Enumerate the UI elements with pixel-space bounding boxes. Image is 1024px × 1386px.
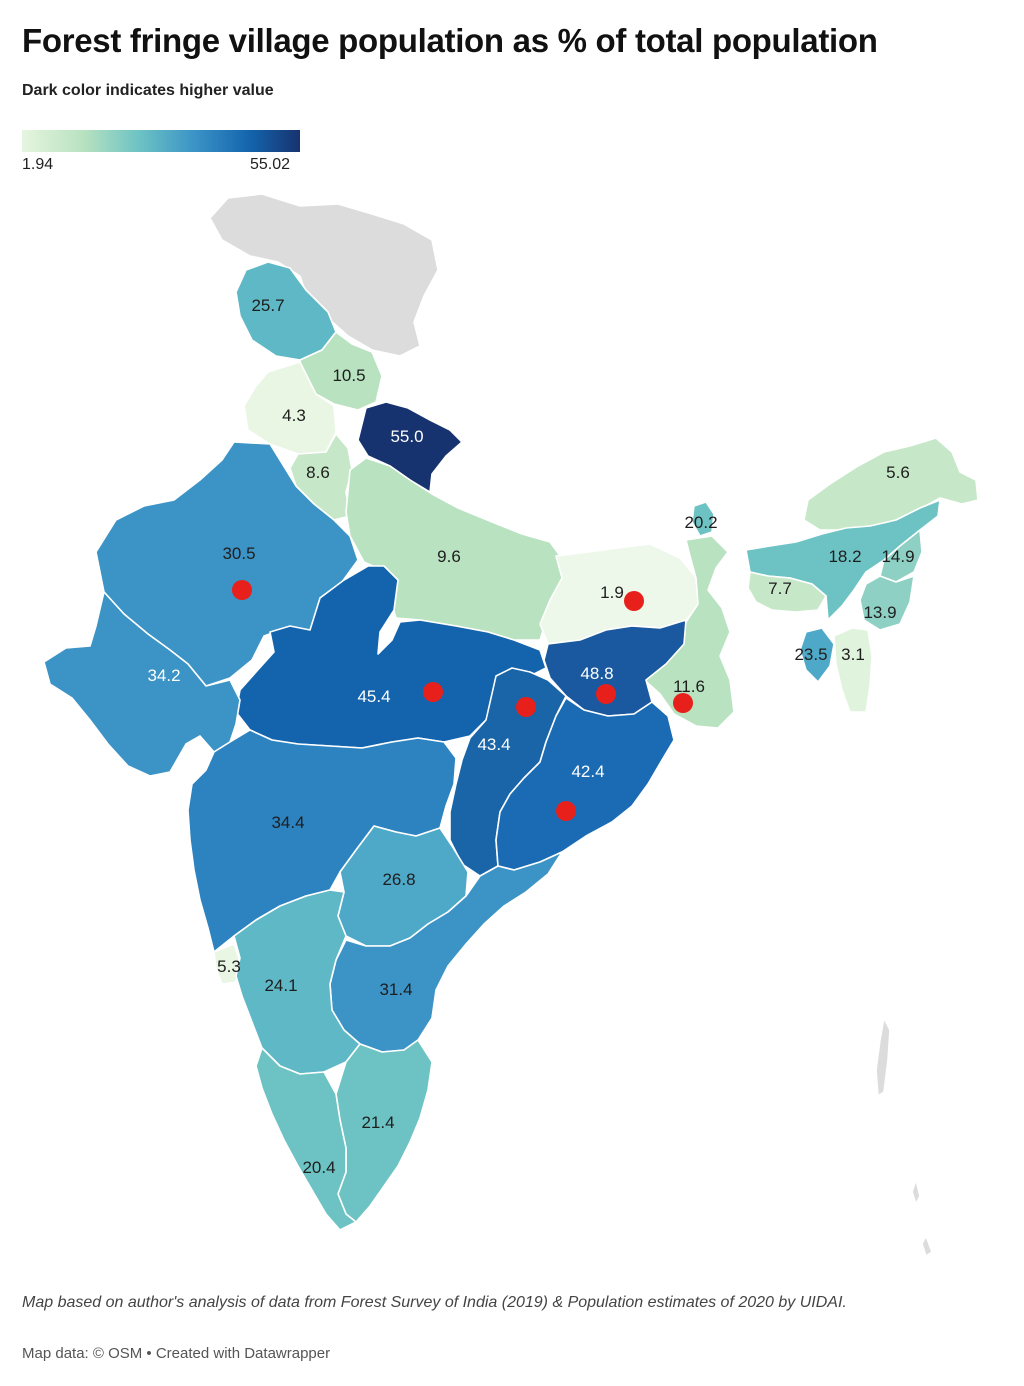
label-manipur: 13.9 xyxy=(863,603,896,622)
marker-dot xyxy=(624,591,644,611)
region-arunachal-pradesh[interactable] xyxy=(803,437,979,531)
label-goa: 5.3 xyxy=(217,957,241,976)
label-tamil-nadu: 21.4 xyxy=(361,1113,394,1132)
map-title: Forest fringe village population as % of… xyxy=(22,22,878,59)
label-gujarat: 34.2 xyxy=(147,666,180,685)
region-kerala[interactable] xyxy=(255,1047,357,1231)
label-rajasthan: 30.5 xyxy=(222,544,255,563)
label-chhattisgarh: 43.4 xyxy=(477,735,510,754)
label-andhra-pradesh: 31.4 xyxy=(379,980,412,999)
region-odisha[interactable] xyxy=(495,697,675,871)
label-arunachal-pradesh: 5.6 xyxy=(886,463,910,482)
label-karnataka: 24.1 xyxy=(264,976,297,995)
marker-dot xyxy=(596,684,616,704)
region-nicobar xyxy=(911,1179,933,1257)
region-karnataka[interactable] xyxy=(233,889,361,1075)
legend-max-value: 55.02 xyxy=(250,156,291,173)
label-odisha: 42.4 xyxy=(571,762,604,781)
marker-dot xyxy=(556,801,576,821)
legend-min-value: 1.94 xyxy=(22,156,54,173)
region-manipur[interactable] xyxy=(859,575,915,631)
label-himachal-pradesh: 10.5 xyxy=(332,366,365,385)
marker-dot xyxy=(673,693,693,713)
region-no-data-north xyxy=(209,193,439,357)
legend-description: Dark color indicates higher value xyxy=(22,82,274,99)
label-west-bengal: 11.6 xyxy=(673,677,705,696)
label-uttar-pradesh: 9.6 xyxy=(437,547,461,566)
label-kerala: 20.4 xyxy=(302,1158,335,1177)
label-uttarakhand: 55.0 xyxy=(390,427,423,446)
label-tripura: 23.5 xyxy=(794,645,827,664)
label-jharkhand: 48.8 xyxy=(580,664,613,683)
region-uttarakhand[interactable] xyxy=(357,401,463,493)
label-telangana: 26.8 xyxy=(382,870,415,889)
region-rajasthan[interactable] xyxy=(95,441,359,687)
label-meghalaya: 7.7 xyxy=(768,579,792,598)
region-mizoram[interactable] xyxy=(833,627,873,713)
label-sikkim: 20.2 xyxy=(684,513,717,532)
label-nagaland: 14.9 xyxy=(881,547,914,566)
region-west-bengal[interactable] xyxy=(639,535,735,729)
region-gujarat[interactable] xyxy=(43,591,241,777)
region-sikkim[interactable] xyxy=(691,501,715,537)
map-credit: Map data: © OSM • Created with Datawrapp… xyxy=(22,1345,331,1362)
label-mizoram: 3.1 xyxy=(841,645,865,664)
label-assam: 18.2 xyxy=(828,547,861,566)
label-haryana: 8.6 xyxy=(306,463,330,482)
region-jharkhand[interactable] xyxy=(543,619,687,717)
marker-dot xyxy=(423,682,443,702)
label-jammu-kashmir: 25.7 xyxy=(251,296,284,315)
region-andaman xyxy=(875,1017,891,1097)
source-note: Map based on author's analysis of data f… xyxy=(22,1294,847,1311)
label-madhya-pradesh: 45.4 xyxy=(357,687,390,706)
label-punjab: 4.3 xyxy=(282,406,306,425)
region-goa[interactable] xyxy=(213,943,241,985)
legend-color-scale xyxy=(22,130,300,152)
marker-dot xyxy=(232,580,252,600)
label-bihar: 1.9 xyxy=(600,583,624,602)
marker-dot xyxy=(516,697,536,717)
region-meghalaya[interactable] xyxy=(747,571,827,613)
region-tripura[interactable] xyxy=(799,627,835,683)
label-maharashtra: 34.4 xyxy=(271,813,304,832)
